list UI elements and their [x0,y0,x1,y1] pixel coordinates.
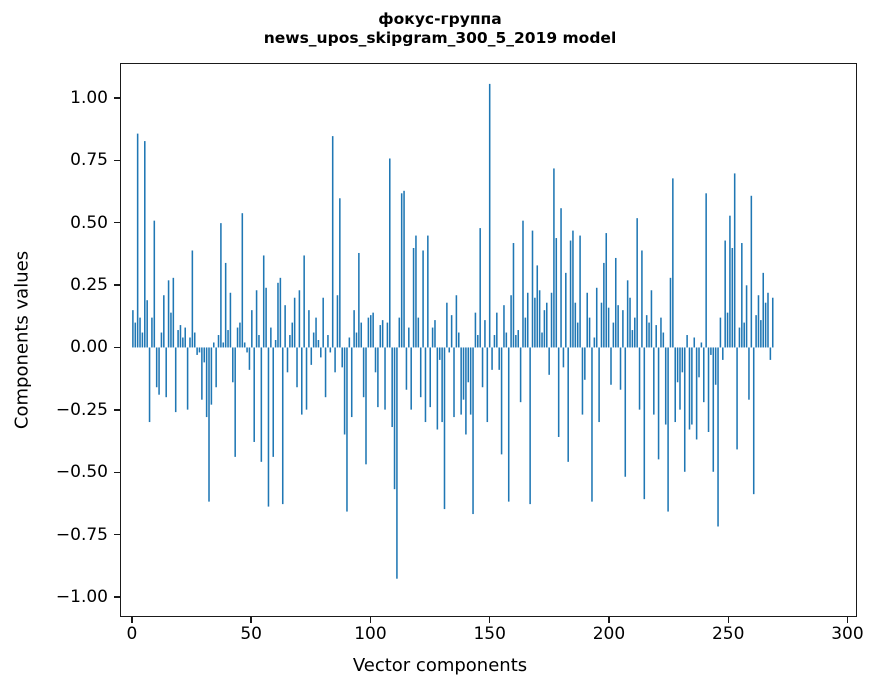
y-tick-mark [114,471,120,473]
x-tick-mark [727,617,729,623]
y-tick-label: −0.50 [55,462,108,483]
y-tick-mark [114,409,120,411]
x-tick-label: 0 [126,624,138,644]
y-tick-mark [114,222,120,224]
y-tick-label: 0.25 [70,275,108,296]
x-tick-label: 200 [592,624,626,644]
x-tick-mark [608,617,610,623]
x-tick-label: 300 [831,624,864,644]
y-tick-mark [114,159,120,162]
chart-title: фокус-группа news_upos_skipgram_300_5_20… [0,10,880,48]
chart-subtitle-line2: news_upos_skipgram_300_5_2019 model [263,28,617,47]
y-tick-label: −0.25 [55,399,108,420]
chart-title-line1: фокус-группа [378,10,502,28]
y-tick-mark [114,284,120,286]
x-tick-label: 100 [354,624,387,644]
x-tick-mark [488,617,491,623]
y-tick-mark [114,97,120,99]
x-tick-mark [250,617,252,623]
x-axis-label: Vector components [352,655,528,676]
y-tick-label: 0.50 [70,212,108,233]
y-tick-mark [114,346,120,349]
y-tick-mark [114,596,120,598]
y-tick-label: 0.75 [70,150,108,171]
x-tick-mark [846,617,849,623]
x-tick-mark [369,617,372,623]
x-tick-label: 250 [711,624,745,644]
x-tick-mark [131,617,133,623]
plot-area [120,63,857,617]
x-tick-label: 50 [240,624,262,644]
y-tick-mark [114,533,120,536]
y-tick-label: 1.00 [70,87,108,108]
x-tick-label: 150 [473,624,506,644]
y-tick-label: −0.75 [55,524,108,545]
y-tick-label: 0.00 [70,337,108,358]
y-tick-label: −1.00 [55,587,108,608]
bar-series [132,83,774,579]
